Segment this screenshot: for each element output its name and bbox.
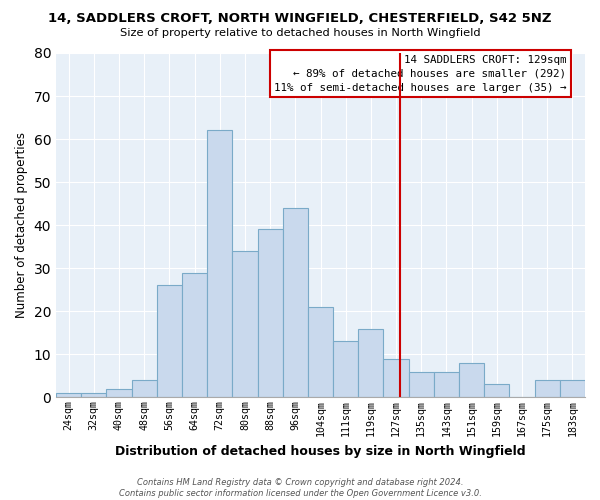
Y-axis label: Number of detached properties: Number of detached properties [15,132,28,318]
Bar [459,363,484,398]
Bar [283,208,308,398]
Bar [56,393,81,398]
Bar [484,384,509,398]
X-axis label: Distribution of detached houses by size in North Wingfield: Distribution of detached houses by size … [115,444,526,458]
Bar [535,380,560,398]
Bar [383,358,409,398]
Bar [560,380,585,398]
Bar [232,251,257,398]
Bar [131,380,157,398]
Text: 14, SADDLERS CROFT, NORTH WINGFIELD, CHESTERFIELD, S42 5NZ: 14, SADDLERS CROFT, NORTH WINGFIELD, CHE… [48,12,552,26]
Bar [106,389,131,398]
Text: Size of property relative to detached houses in North Wingfield: Size of property relative to detached ho… [119,28,481,38]
Text: 14 SADDLERS CROFT: 129sqm
← 89% of detached houses are smaller (292)
11% of semi: 14 SADDLERS CROFT: 129sqm ← 89% of detac… [274,54,566,92]
Text: Contains HM Land Registry data © Crown copyright and database right 2024.
Contai: Contains HM Land Registry data © Crown c… [119,478,481,498]
Bar [434,372,459,398]
Bar [358,328,383,398]
Bar [81,393,106,398]
Bar [182,272,207,398]
Bar [333,342,358,398]
Bar [308,307,333,398]
Bar [207,130,232,398]
Bar [409,372,434,398]
Bar [157,286,182,398]
Bar [257,230,283,398]
